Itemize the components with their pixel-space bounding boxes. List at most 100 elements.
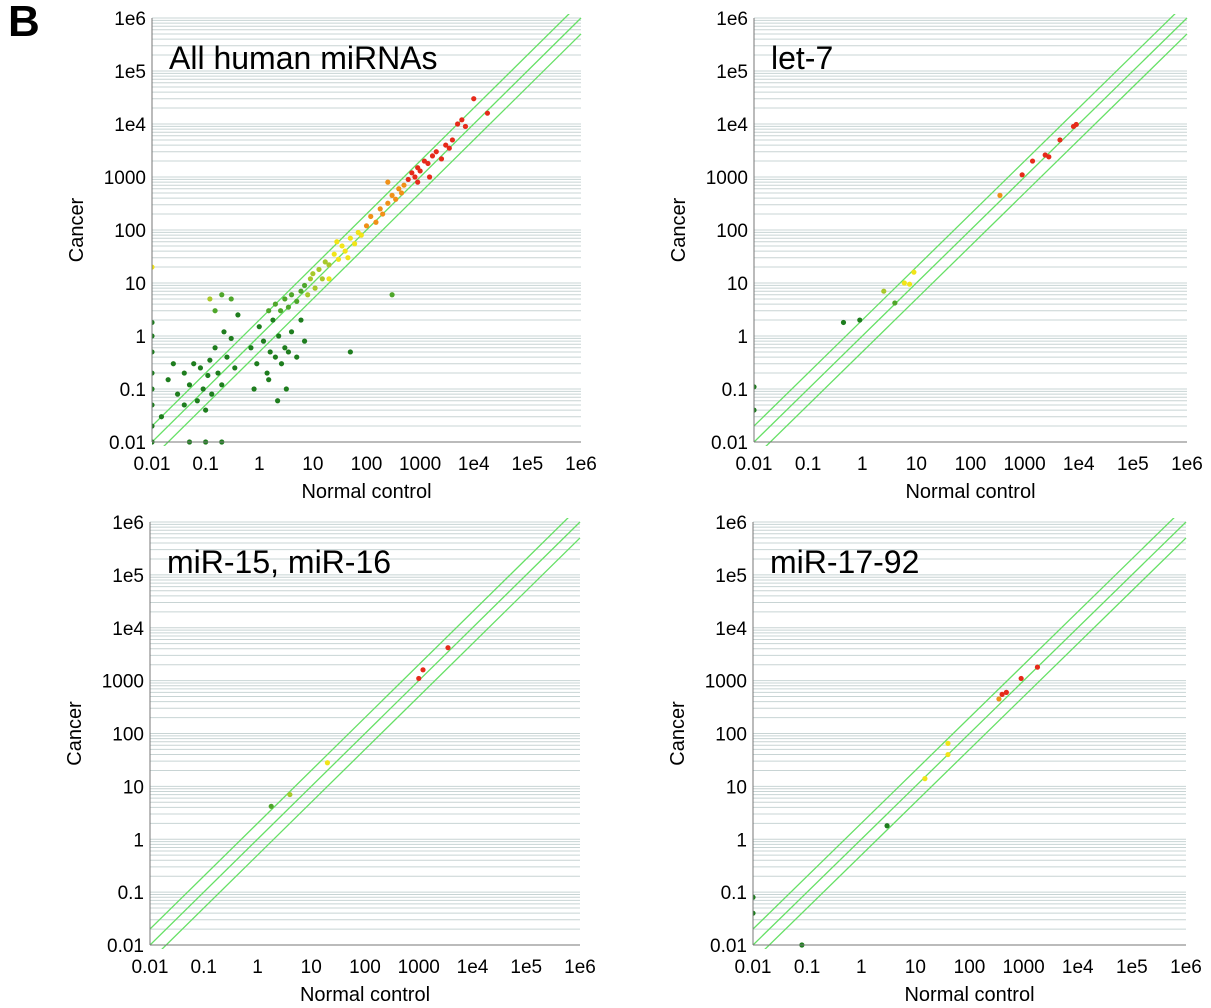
data-point <box>377 206 383 212</box>
data-point <box>425 160 431 167</box>
panel-title: miR-15, miR-16 <box>167 544 391 580</box>
y-tick-label: 1e5 <box>715 566 747 587</box>
data-point <box>385 200 391 206</box>
data-point <box>997 192 1003 198</box>
data-point <box>347 349 353 355</box>
data-point <box>322 259 328 265</box>
data-point <box>892 300 898 306</box>
y-tick-label: 0.01 <box>710 936 747 957</box>
data-point <box>319 276 325 282</box>
data-point <box>1034 664 1041 670</box>
x-tick-label: 10 <box>302 454 323 475</box>
data-point <box>207 357 213 363</box>
data-point <box>347 235 353 241</box>
y-tick-label: 1000 <box>705 672 747 693</box>
data-point <box>416 675 422 682</box>
y-tick-label: 1e5 <box>112 566 144 587</box>
data-point <box>433 149 439 155</box>
y-tick-label: 1 <box>736 830 747 851</box>
y-tick-label: 0.1 <box>722 380 748 401</box>
y-tick-label: 1000 <box>102 672 144 693</box>
x-tick-label: 1 <box>252 957 263 978</box>
data-point <box>191 361 197 367</box>
reference-line-1 <box>150 521 581 946</box>
data-point <box>152 349 155 355</box>
x-tick-label: 0.1 <box>795 454 821 475</box>
data-point <box>288 292 295 298</box>
data-point <box>398 190 405 196</box>
data-point <box>342 248 348 254</box>
y-axis-label: Cancer <box>668 197 690 262</box>
x-tick-label: 1e4 <box>1063 454 1095 475</box>
data-point <box>165 377 171 383</box>
x-tick-label: 1e4 <box>1062 957 1094 978</box>
x-axis-label: Normal control <box>300 984 430 1006</box>
y-tick-label: 0.01 <box>109 433 146 454</box>
y-tick-label: 10 <box>727 274 748 295</box>
y-tick-label: 1e6 <box>715 513 747 534</box>
y-tick-label: 1 <box>135 327 146 348</box>
data-point <box>389 192 395 198</box>
x-tick-label: 100 <box>349 957 381 978</box>
reference-line-3 <box>163 33 582 446</box>
x-tick-label: 1e5 <box>510 957 542 978</box>
reference-line-2 <box>754 14 1176 427</box>
reference-line-3 <box>765 33 1188 446</box>
data-point <box>256 324 262 330</box>
x-tick-label: 1 <box>857 454 868 475</box>
reference-line-1 <box>152 17 582 443</box>
data-point <box>857 317 863 323</box>
data-point <box>170 361 176 367</box>
data-point <box>334 239 340 245</box>
data-point <box>445 645 451 651</box>
data-point <box>331 251 337 257</box>
x-tick-label: 1e6 <box>564 957 596 978</box>
data-point <box>1057 137 1063 143</box>
data-point <box>417 168 423 174</box>
y-tick-label: 100 <box>114 221 146 242</box>
y-axis-label: Cancer <box>64 701 86 766</box>
data-point <box>278 361 285 367</box>
data-point <box>197 365 204 371</box>
y-tick-label: 10 <box>726 777 747 798</box>
y-tick-label: 1e6 <box>716 9 748 30</box>
data-point <box>152 319 155 326</box>
data-point <box>393 196 399 202</box>
panel-title: let-7 <box>771 40 833 76</box>
data-point <box>158 414 165 420</box>
data-point <box>270 317 276 323</box>
data-point <box>266 308 272 314</box>
data-point <box>272 354 278 360</box>
data-point <box>301 282 308 289</box>
data-point <box>911 269 917 275</box>
x-tick-label: 1000 <box>398 957 440 978</box>
data-point <box>152 402 155 408</box>
reference-line-1 <box>753 521 1187 946</box>
x-tick-label: 1e5 <box>1116 957 1148 978</box>
x-tick-label: 1e6 <box>1170 957 1202 978</box>
data-point <box>260 338 267 344</box>
data-point <box>335 256 342 262</box>
x-tick-label: 1e6 <box>565 454 597 475</box>
data-point <box>316 266 322 273</box>
data-point <box>945 740 951 746</box>
data-point <box>152 333 155 339</box>
data-point <box>389 292 395 298</box>
x-tick-label: 0.1 <box>794 957 820 978</box>
data-point <box>420 667 426 673</box>
data-point <box>283 386 289 392</box>
y-tick-label: 0.1 <box>721 883 747 904</box>
data-point <box>174 391 181 397</box>
data-point <box>326 262 332 268</box>
x-axis-label: Normal control <box>301 481 431 503</box>
plot-area <box>753 518 1187 949</box>
data-point <box>754 384 757 390</box>
data-point <box>219 382 225 388</box>
data-point <box>181 370 187 376</box>
data-point <box>212 345 218 351</box>
data-point <box>753 894 756 900</box>
scatter-panel-1: 0.010.01 0.1 0.1 1 1 10 10 100 100 1000 1000 1e4 1e4… <box>66 9 597 503</box>
y-tick-label: 1 <box>737 327 748 348</box>
data-point <box>446 145 452 151</box>
data-point <box>326 276 332 282</box>
